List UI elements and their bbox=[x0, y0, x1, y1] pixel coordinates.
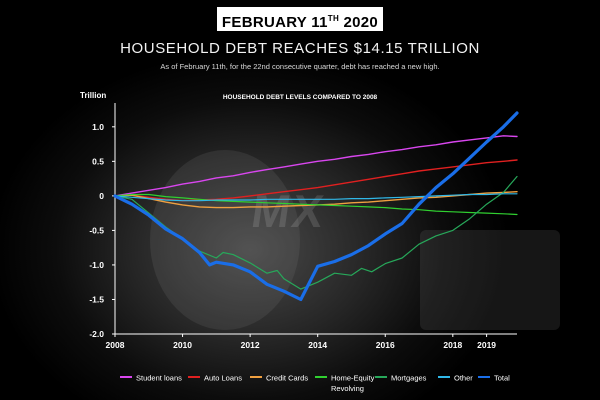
legend-swatch bbox=[375, 376, 387, 379]
legend-swatch bbox=[120, 376, 132, 379]
x-tick-label: 2008 bbox=[106, 340, 125, 350]
series-line-other bbox=[114, 193, 518, 202]
legend-item: Other bbox=[438, 373, 473, 383]
legend-label: Home-Equity bbox=[331, 373, 375, 383]
legend-item: Total bbox=[478, 373, 510, 383]
y-tick-label: 0 bbox=[99, 191, 104, 201]
x-tick-label: 2012 bbox=[241, 340, 260, 350]
legend-label: Mortgages bbox=[391, 373, 427, 383]
legend-item: Mortgages bbox=[375, 373, 426, 383]
y-tick-label: 1.0 bbox=[92, 122, 104, 132]
legend-item: Home-Equity Revolving bbox=[315, 373, 374, 393]
chart-title: HOUSEHOLD DEBT LEVELS COMPARED TO 2008 bbox=[223, 94, 378, 101]
legend-swatch bbox=[315, 376, 327, 379]
x-tick-label: 2018 bbox=[443, 340, 462, 350]
date-badge: FEBRUARY 11TH 2020 bbox=[216, 6, 384, 32]
series-line-total bbox=[113, 111, 519, 302]
page-subtitle: As of February 11th, for the 22nd consec… bbox=[160, 62, 440, 71]
y-axis-label: Trillion bbox=[80, 91, 106, 100]
legend-swatch bbox=[478, 376, 490, 379]
y-tick-label: -0.5 bbox=[89, 225, 104, 235]
date-year: 2020 bbox=[339, 14, 379, 31]
legend-item: Credit Cards bbox=[250, 373, 308, 383]
legend-label: Auto Loans bbox=[204, 373, 242, 383]
legend-item: Student loans bbox=[120, 373, 182, 383]
series-line-student bbox=[114, 135, 518, 197]
legend-item: Auto Loans bbox=[188, 373, 242, 383]
y-tick-label: -1.0 bbox=[89, 260, 104, 270]
y-tick-label: 0.5 bbox=[92, 156, 104, 166]
date-suffix: TH bbox=[327, 14, 340, 23]
y-tick-label: -1.5 bbox=[89, 294, 104, 304]
background-laptop bbox=[420, 230, 560, 330]
legend-swatch bbox=[188, 376, 200, 379]
background-figure bbox=[150, 150, 300, 330]
page-title: HOUSEHOLD DEBT REACHES $14.15 TRILLION bbox=[120, 40, 480, 57]
legend-label: Total bbox=[494, 373, 510, 383]
date-text: FEBRUARY 11 bbox=[221, 14, 328, 31]
x-tick-label: 2019 bbox=[477, 340, 496, 350]
x-tick-label: 2010 bbox=[173, 340, 192, 350]
x-tick-label: 2016 bbox=[376, 340, 395, 350]
series-line-heloc bbox=[114, 193, 518, 216]
legend-swatch bbox=[250, 376, 262, 379]
legend-swatch bbox=[438, 376, 450, 379]
chart-legend: Student loans Auto Loans Credit Cards Home-… bbox=[100, 373, 520, 397]
legend-label: Student loans bbox=[136, 373, 182, 383]
legend-label: Other bbox=[454, 373, 473, 383]
legend-label-line2: Revolving bbox=[331, 383, 364, 393]
legend-label: Credit Cards bbox=[266, 373, 309, 383]
x-tick-label: 2014 bbox=[308, 340, 327, 350]
y-tick-label: -2.0 bbox=[89, 329, 104, 339]
